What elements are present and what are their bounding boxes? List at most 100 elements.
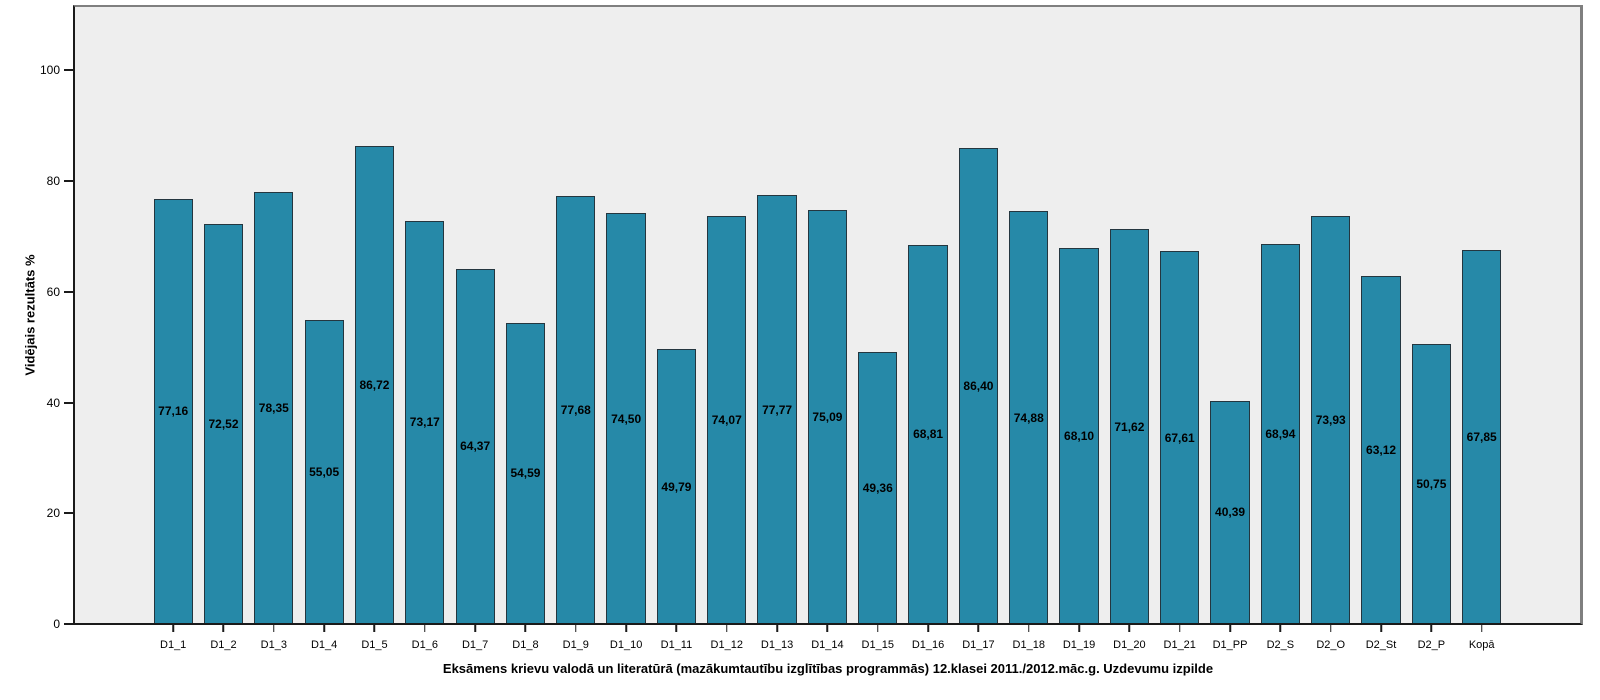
x-tick-label: D1_19 [1062, 639, 1096, 651]
x-tick-mark [373, 625, 376, 632]
bar-slot: 64,37 D1_7 [450, 7, 500, 651]
bar-value-label: 73,17 [409, 415, 440, 430]
bar-slot: 40,39 D1_PP [1205, 7, 1255, 651]
x-tick-mark [776, 625, 778, 632]
x-tick-label: D1_7 [461, 639, 489, 651]
x-tick-label: D1_18 [1012, 639, 1045, 651]
bar-value-label: 77,68 [560, 402, 591, 417]
bar-value-label: 86,40 [963, 378, 994, 393]
x-tick-mark [1380, 625, 1382, 632]
x-tick-mark [1430, 625, 1433, 632]
y-tick-mark [64, 290, 73, 293]
bar: 55,05 [304, 320, 344, 623]
x-tick-mark [575, 625, 577, 632]
bar-slot: 49,36 D1_15 [853, 7, 903, 651]
bar: 68,10 [1059, 248, 1099, 623]
x-tick-label: D1_14 [811, 639, 844, 651]
x-tick-mark [726, 625, 728, 632]
bar: 68,94 [1260, 243, 1300, 623]
y-tick-label: 20 [46, 506, 60, 521]
bar-slot: 68,81 D1_16 [903, 7, 953, 651]
x-tick-mark [424, 625, 426, 632]
bar-slot: 68,94 D2_S [1255, 7, 1305, 651]
y-tick-mark [64, 180, 73, 183]
x-tick-mark [927, 625, 929, 632]
bar-value-label: 63,12 [1366, 442, 1397, 457]
bar-slot: 77,77 D1_13 [752, 7, 802, 651]
bar-slot: 54,59 D1_8 [500, 7, 550, 651]
bar-value-label: 55,05 [309, 465, 340, 480]
bar: 74,07 [707, 215, 747, 623]
x-tick-mark [1480, 625, 1483, 632]
x-tick-label: D1_10 [609, 639, 643, 651]
x-tick-mark [1279, 625, 1282, 632]
bar-slot: 67,85 Kopā [1457, 7, 1507, 651]
bar: 75,09 [807, 210, 848, 623]
bar-slot: 78,35 D1_3 [249, 7, 299, 651]
bar-value-label: 49,79 [661, 479, 692, 494]
x-tick-mark [625, 625, 627, 632]
x-tick-mark [1329, 625, 1332, 632]
bar: 68,81 [908, 244, 948, 623]
y-tick-label: 40 [46, 395, 60, 410]
bar: 86,72 [354, 146, 395, 623]
bar-value-label: 86,72 [359, 378, 390, 393]
bar-slot: 77,16 D1_1 [148, 7, 198, 651]
x-tick-label: D1_PP [1212, 639, 1248, 651]
bar: 40,39 [1210, 400, 1250, 623]
bar: 67,61 [1160, 251, 1200, 623]
bar-slot: 49,79 D1_11 [651, 7, 701, 651]
bar-value-label: 68,81 [913, 427, 944, 442]
x-tick-label: D1_4 [310, 639, 338, 651]
x-axis-title: Eksāmens krievu valodā un literatūrā (ma… [442, 661, 1214, 676]
bar-value-label: 72,52 [208, 417, 239, 432]
bar-value-label: 50,75 [1416, 476, 1447, 491]
bar: 67,85 [1462, 249, 1502, 623]
bar-value-label: 49,36 [862, 480, 893, 495]
bar: 72,52 [203, 224, 244, 623]
bar-slot: 68,10 D1_19 [1054, 7, 1104, 651]
x-tick-mark [1128, 625, 1131, 632]
x-tick-mark [323, 625, 325, 632]
x-tick-label: D2_O [1316, 639, 1346, 651]
bar-value-label: 67,85 [1466, 429, 1497, 444]
x-tick-mark [273, 625, 275, 632]
x-tick-mark [222, 625, 225, 632]
bar-slot: 73,17 D1_6 [400, 7, 450, 651]
bar-slot: 86,40 D1_17 [953, 7, 1003, 651]
y-tick-mark [64, 401, 73, 404]
x-tick-mark [977, 625, 980, 632]
bar-value-label: 71,62 [1114, 419, 1145, 434]
bar: 50,75 [1411, 343, 1451, 623]
bar: 49,36 [858, 351, 898, 623]
x-tick-label: D1_6 [411, 639, 438, 651]
x-tick-label: D1_20 [1113, 639, 1146, 651]
x-tick-label: D1_17 [962, 639, 995, 651]
bar-slot: 73,93 D2_O [1306, 7, 1356, 651]
x-tick-label: D1_15 [861, 639, 894, 651]
bar-slot: 86,72 D1_5 [349, 7, 399, 651]
bar-slot: 74,50 D1_10 [601, 7, 651, 651]
bars-container: 77,16 D1_1 72,52 D1_2 78,35 D1_3 55,05 D1_4 86,7… [75, 7, 1580, 651]
y-axis-title: Vidējais rezultāts % [22, 254, 38, 376]
x-tick-mark [1178, 625, 1181, 632]
bar-value-label: 74,07 [711, 412, 742, 427]
x-tick-label: D1_3 [260, 639, 287, 651]
bar: 64,37 [455, 268, 495, 623]
y-tick-label: 100 [39, 63, 60, 78]
bar: 71,62 [1109, 229, 1150, 623]
x-tick-label: Kopā [1468, 639, 1495, 651]
bar: 54,59 [505, 322, 546, 623]
bar-value-label: 68,94 [1265, 426, 1296, 441]
bar-slot: 71,62 D1_20 [1104, 7, 1154, 651]
x-tick-label: D1_13 [760, 639, 794, 651]
y-tick-mark [64, 623, 73, 625]
bar-slot: 75,09 D1_14 [802, 7, 852, 651]
bar-slot: 74,88 D1_18 [1004, 7, 1054, 651]
x-tick-mark [172, 625, 174, 632]
bar: 63,12 [1361, 275, 1401, 623]
bar-value-label: 40,39 [1215, 505, 1246, 520]
x-tick-label: D1_21 [1163, 639, 1196, 651]
bar-slot: 77,68 D1_9 [551, 7, 601, 651]
